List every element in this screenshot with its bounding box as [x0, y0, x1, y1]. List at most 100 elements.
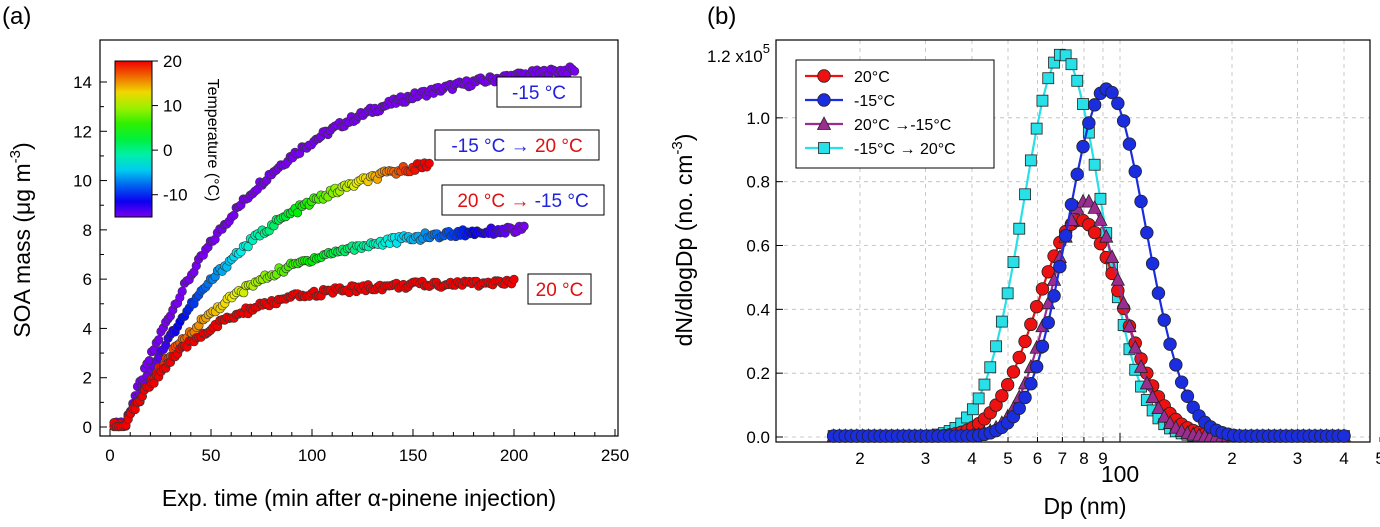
series-marker: [1041, 265, 1055, 279]
series-marker: [1081, 193, 1097, 208]
panel-b-x-minor-tick-label: 3: [1293, 449, 1302, 468]
series-marker: [1128, 164, 1142, 179]
series-marker: [1012, 350, 1026, 365]
series-marker: [978, 378, 991, 391]
panel-b-legend: 20°C -15°C 20°C →-15°C -15°C → 20°C: [795, 59, 995, 169]
panel-a-y-tick-label: 14: [73, 73, 92, 92]
panel-b-x-minor-tick-label: 5: [1375, 449, 1380, 468]
series-marker: [1133, 359, 1149, 373]
series-marker: [995, 389, 1009, 403]
panel-b-x-minor-tick-label: 3: [921, 449, 930, 468]
series-marker: [1035, 282, 1050, 296]
series-marker: [1337, 429, 1351, 443]
panel-a-point: [229, 210, 239, 220]
panel-b-y-tick-label: 1.0: [746, 109, 770, 128]
series-marker: [1024, 154, 1037, 167]
panel-b-x-minor-tick-label: 7: [1058, 449, 1067, 468]
panel-b-y-tick-label: 0.0: [746, 428, 770, 447]
legend-marker: [818, 142, 830, 154]
annotation-text: 20 °C: [536, 280, 584, 301]
series-marker: [1087, 98, 1102, 112]
panel-a-point: [569, 66, 580, 76]
series-marker: [1007, 256, 1020, 269]
panel-b-x-minor-tick-label: 6: [1033, 449, 1042, 468]
series-marker: [1018, 390, 1032, 405]
panel-b-y-tick-label: 0.8: [746, 173, 770, 192]
series-marker: [1087, 225, 1102, 240]
panel-b-frame: [775, 39, 1371, 443]
series-marker: [1070, 167, 1084, 182]
series-marker: [984, 361, 997, 374]
panel-a-x-tick-label: 250: [601, 446, 629, 465]
panel-b-x-minor-tick-label: 2: [1227, 449, 1236, 468]
series-marker: [1041, 315, 1055, 330]
series-marker: [1111, 96, 1125, 111]
series-marker: [1094, 192, 1107, 205]
series-marker: [1180, 389, 1195, 403]
legend-label: 20°C →-15°C: [854, 117, 951, 134]
series-marker: [1065, 58, 1078, 71]
panel-b-x-minor-tick-label: 8: [1079, 449, 1088, 468]
panel-b-x-minor-tick-label: 9: [1098, 449, 1107, 468]
annotation-text: -15 °C → 20 °C: [451, 136, 582, 157]
series-marker: [1024, 377, 1038, 391]
series-circle-1: [826, 82, 1351, 443]
panel-b-x-minor-tick-label: 5: [1003, 449, 1012, 468]
panel-a-point: [509, 274, 519, 285]
colorbar-tick-label: 10: [163, 97, 182, 116]
series-marker: [990, 340, 1002, 353]
series-marker: [1151, 400, 1166, 415]
series-marker: [1174, 375, 1189, 389]
series-marker: [1122, 137, 1137, 151]
panel-b-series: [826, 48, 1352, 443]
series-marker: [1087, 199, 1102, 214]
series-marker: [1082, 116, 1096, 130]
panel-a-point: [154, 335, 164, 345]
annotation-box: [434, 129, 600, 161]
series-marker: [1104, 249, 1120, 264]
panel-a-point: [519, 221, 529, 231]
legend-marker: [816, 116, 832, 130]
panel-b-x-tick-label: 100: [1101, 461, 1139, 487]
panel-a-y-tick-label: 4: [83, 319, 92, 338]
series-marker: [1134, 194, 1148, 209]
series-marker: [1122, 318, 1137, 333]
panel-a-frame: [99, 39, 619, 437]
panel-b-x-minor-tick-label: 4: [1339, 449, 1348, 468]
panel-a-y-tick-label: 0: [83, 418, 92, 437]
series-marker: [1030, 122, 1043, 135]
series-marker: [1076, 139, 1090, 154]
series-marker: [1012, 401, 1026, 416]
panel-b: (b) 0.0 0.2 0.4 0.6 0.8 1.0 1.2 x105 2 3 4 5 6 7 8 9 2 3…: [669, 3, 1380, 519]
panel-a-y-tick-label: 8: [83, 221, 92, 240]
panel-a-x-tick-label: 0: [105, 446, 114, 465]
series-marker: [1163, 337, 1177, 351]
panel-b-y-axis-title: dN/dlogDp (no. cm-3): [669, 134, 697, 347]
panel-a-point: [177, 286, 187, 297]
panel-a-y-axis-title: SOA mass (μg m-3): [7, 142, 35, 337]
panel-b-x-minor-tick-label: 2: [855, 449, 864, 468]
panel-b-y-tick-label: 0.6: [746, 237, 770, 256]
series-line: [833, 219, 1344, 438]
series-marker: [1024, 317, 1038, 332]
panel-b-x-minor-tick-label: 4: [967, 449, 976, 468]
series-marker: [1047, 289, 1061, 303]
series-marker: [1029, 299, 1044, 314]
colorbar-gradient: [114, 60, 153, 218]
series-marker: [1018, 334, 1032, 349]
series-marker: [1157, 313, 1171, 327]
annotation-text: -15 °C: [512, 83, 566, 104]
panel-a-x-tick-label: 50: [202, 446, 221, 465]
series-marker: [1110, 271, 1125, 286]
legend-label: -15°C → 20°C: [854, 141, 956, 158]
panel-b-y-tick-label: 0.4: [746, 300, 770, 319]
panel-b-grid: [776, 40, 1370, 442]
series-marker: [1064, 197, 1079, 212]
panel-a-y-tick-label: 6: [83, 270, 92, 289]
panel-b-y-tick-label: 0.2: [746, 364, 770, 383]
series-marker: [1088, 158, 1101, 171]
annotation-box: [527, 273, 592, 305]
